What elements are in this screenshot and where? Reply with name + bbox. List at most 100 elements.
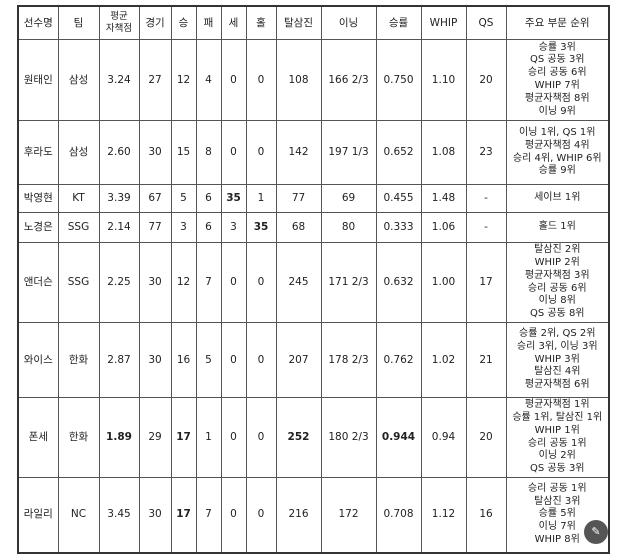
table-cell: 한화 bbox=[57, 322, 100, 398]
table-cell: 252 bbox=[275, 397, 322, 478]
column-header: 평균 자책점 bbox=[98, 5, 140, 40]
table-cell: 2.25 bbox=[98, 242, 140, 323]
table-cell: 20 bbox=[465, 397, 507, 478]
table-cell: 30 bbox=[138, 477, 172, 553]
rank-item: 이닝 2위 bbox=[538, 450, 576, 462]
column-header: 경기 bbox=[138, 5, 172, 40]
table-cell: 0 bbox=[220, 120, 247, 185]
table-cell: 폰세 bbox=[17, 397, 59, 478]
table-cell: 1.08 bbox=[420, 120, 467, 185]
rank-item: WHIP 8위 bbox=[534, 533, 580, 545]
table-cell: 박영현 bbox=[17, 184, 59, 213]
table-cell: 7 bbox=[195, 477, 222, 553]
table-cell: 166 2/3 bbox=[320, 39, 377, 121]
table-cell: 3 bbox=[170, 212, 197, 243]
table-cell: - bbox=[465, 212, 507, 243]
table-cell: 21 bbox=[465, 322, 507, 398]
rank-item: 이닝 9위 bbox=[538, 105, 576, 117]
table-cell: 3.24 bbox=[98, 39, 140, 121]
rank-item: 승률 2위, QS 2위 bbox=[519, 328, 596, 339]
table-cell: 30 bbox=[138, 322, 172, 398]
table-cell: 1.89 bbox=[98, 397, 140, 478]
rank-cell: 세이브 1위 bbox=[505, 184, 610, 213]
rank-item: 평균자책점 4위 bbox=[524, 139, 590, 151]
rank-cell: 이닝 1위, QS 1위 평균자책점 4위 승리 4위, WHIP 6위 승률 9위 bbox=[505, 120, 610, 185]
column-header: 이닝 bbox=[320, 5, 377, 40]
table-cell: 17 bbox=[170, 397, 197, 478]
rank-cell: 홀드 1위 bbox=[505, 212, 610, 243]
table-cell: 원태인 bbox=[17, 39, 59, 121]
column-header: 세 bbox=[220, 5, 247, 40]
table-cell: 0 bbox=[220, 39, 247, 121]
table-cell: 0 bbox=[245, 120, 277, 185]
rank-item: 평균자책점 8위 bbox=[524, 92, 590, 104]
table-row: 폰세 한화 1.89 29 17 1 0 0 252 180 2/3 0.944 0.94 20 평균자책… bbox=[17, 397, 610, 478]
table-cell: 4 bbox=[195, 39, 222, 121]
table-cell: 171 2/3 bbox=[320, 242, 377, 323]
table-cell: 1.06 bbox=[420, 212, 467, 243]
table-cell: 0.94 bbox=[420, 397, 467, 478]
table-cell: 0.652 bbox=[375, 120, 422, 185]
table-cell: 0 bbox=[245, 322, 277, 398]
column-header: 팀 bbox=[57, 5, 100, 40]
table-cell: 20 bbox=[465, 39, 507, 121]
table-cell: 0.455 bbox=[375, 184, 422, 213]
pitcher-stats-table: 선수명 팀 평균 자책점 경기 승 패 세 홀 탈삼진 이닝 승률 WHIP QS 주요 부문 순위 원태… bbox=[17, 5, 610, 554]
rank-item: 승률 5위 bbox=[538, 508, 576, 520]
table-cell: 23 bbox=[465, 120, 507, 185]
table-cell: 12 bbox=[170, 242, 197, 323]
table-cell: 17 bbox=[465, 242, 507, 323]
table-cell: 0 bbox=[220, 477, 247, 553]
rank-item: 승리 3위, 이닝 3위 bbox=[516, 340, 598, 352]
table-cell: 3.39 bbox=[98, 184, 140, 213]
table-cell: 0 bbox=[245, 397, 277, 478]
column-header: 승률 bbox=[375, 5, 422, 40]
rank-item: QS 공동 8위 bbox=[529, 308, 585, 320]
rank-item: 승률 1위, 탈삼진 1위 bbox=[512, 411, 603, 423]
table-cell: 0 bbox=[245, 477, 277, 553]
table-cell: 80 bbox=[320, 212, 377, 243]
table-cell: 0 bbox=[245, 242, 277, 323]
table-cell: 1.02 bbox=[420, 322, 467, 398]
table-cell: 1.12 bbox=[420, 477, 467, 553]
table-cell: - bbox=[465, 184, 507, 213]
table-cell: 35 bbox=[245, 212, 277, 243]
table-cell: 0 bbox=[220, 242, 247, 323]
table-row: 라일리 NC 3.45 30 17 7 0 0 216 172 0.708 1.12 16 승리 공동 1… bbox=[17, 477, 610, 553]
column-header: 탈삼진 bbox=[275, 5, 322, 40]
rank-item: 이닝 7위 bbox=[538, 521, 576, 533]
table-cell: 77 bbox=[275, 184, 322, 213]
table-cell: 15 bbox=[170, 120, 197, 185]
rank-cell: 평균자책점 1위 승률 1위, 탈삼진 1위 WHIP 1위 승리 공동 1위 이닝 2… bbox=[505, 397, 610, 478]
rank-item: QS 공동 3위 bbox=[529, 463, 585, 475]
magic-wand-icon[interactable]: ✎ bbox=[584, 520, 608, 544]
rank-item: 평균자책점 1위 bbox=[524, 399, 590, 411]
rank-item: 탈삼진 3위 bbox=[534, 495, 581, 507]
table-cell: 17 bbox=[170, 477, 197, 553]
table-cell: 라일리 bbox=[17, 477, 59, 553]
rank-item: 승리 공동 6위 bbox=[527, 282, 587, 294]
rank-item: 이닝 1위, QS 1위 bbox=[519, 126, 596, 138]
table-cell: 0.750 bbox=[375, 39, 422, 121]
rank-item: 평균자책점 6위 bbox=[524, 379, 590, 391]
rank-item: 승리 공동 6위 bbox=[527, 67, 587, 79]
column-header: 홀 bbox=[245, 5, 277, 40]
table-cell: 178 2/3 bbox=[320, 322, 377, 398]
rank-cell: 승률 3위 QS 공동 3위 승리 공동 6위 WHIP 7위 평균자책점 8위 이닝 9… bbox=[505, 39, 610, 121]
table-cell: 0.632 bbox=[375, 242, 422, 323]
table-cell: 216 bbox=[275, 477, 322, 553]
rank-item: 승리 공동 1위 bbox=[527, 437, 587, 449]
table-cell: 노경은 bbox=[17, 212, 59, 243]
table-cell: 30 bbox=[138, 120, 172, 185]
table-cell: 와이스 bbox=[17, 322, 59, 398]
table-cell: 16 bbox=[170, 322, 197, 398]
table-cell: 앤더슨 bbox=[17, 242, 59, 323]
column-header: 주요 부문 순위 bbox=[505, 5, 610, 40]
table-cell: 30 bbox=[138, 242, 172, 323]
rank-item: WHIP 3위 bbox=[534, 353, 580, 365]
table-cell: 180 2/3 bbox=[320, 397, 377, 478]
table-cell: 77 bbox=[138, 212, 172, 243]
rank-item: 승률 9위 bbox=[538, 165, 576, 177]
table-cell: 0 bbox=[220, 322, 247, 398]
table-cell: 삼성 bbox=[57, 39, 100, 121]
